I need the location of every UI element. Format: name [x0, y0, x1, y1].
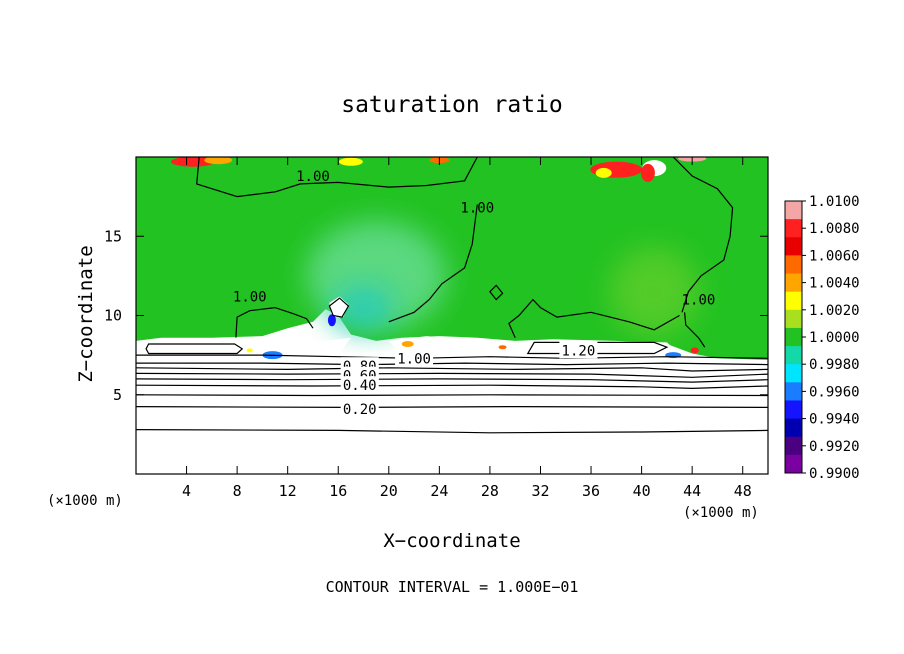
contour-line — [388, 204, 478, 323]
contour-line — [136, 394, 768, 397]
colorbar-label: 1.0000 — [809, 330, 860, 346]
contour-closed — [145, 343, 244, 355]
contour-label: 1.00 — [296, 169, 330, 185]
supersaturated-spot — [338, 157, 363, 166]
colorbar-swatch — [785, 454, 802, 474]
y-unit-label: (×1000 m) — [47, 493, 123, 509]
contour-closed — [489, 284, 504, 301]
contour-label-bg — [395, 349, 434, 367]
colorbar-swatch — [785, 309, 802, 329]
near-saturated-patch — [609, 246, 700, 337]
contour-label: 1.00 — [682, 293, 716, 309]
colorbar-label: 0.9940 — [809, 412, 860, 428]
x-tick-label: 8 — [233, 482, 242, 500]
x-tick-label: 36 — [582, 482, 600, 500]
supersaturated-spot — [170, 157, 215, 167]
contour-line — [672, 157, 734, 313]
x-tick-label: 24 — [430, 482, 448, 500]
x-tick-label: 16 — [329, 482, 347, 500]
contour-interval-footer: CONTOUR INTERVAL = 1.000E−01 — [326, 578, 579, 596]
base-feature — [690, 347, 699, 354]
base-feature — [246, 348, 253, 353]
supersaturated-spot — [204, 157, 233, 165]
colorbar-swatch — [785, 201, 802, 220]
field: 1.001.001.001.001.001.200.800.600.400.20 — [136, 157, 768, 474]
colorbar-swatch — [785, 346, 802, 365]
contour-line — [136, 429, 768, 434]
x-tick-label: 48 — [734, 482, 752, 500]
colorbar-label: 1.0100 — [809, 194, 860, 210]
contour-label: 1.00 — [233, 289, 267, 305]
colorbar-swatch — [785, 219, 802, 238]
colorbar-swatch — [785, 436, 802, 456]
x-tick-label: 40 — [633, 482, 651, 500]
colorbar-swatch — [785, 273, 802, 293]
colorbar: 1.0100 1.0080 1.0060 1.0040 1.0020 1.0000 0.99… — [784, 194, 860, 482]
colorbar-label: 1.0060 — [809, 248, 860, 264]
base-feature — [401, 341, 414, 348]
colorbar-swatch — [785, 364, 802, 383]
contour-closed — [328, 297, 350, 318]
contour-label-bg — [340, 400, 379, 418]
supersaturated-spot — [640, 163, 655, 182]
x-tick-label: 12 — [279, 482, 297, 500]
colorbar-swatch — [785, 291, 802, 311]
contour-line — [136, 354, 768, 359]
y-tick-label: 5 — [113, 386, 122, 404]
colorbar-swatch — [785, 400, 802, 420]
contour-line — [196, 157, 478, 198]
colorbar-label: 1.0080 — [809, 221, 860, 237]
contour-label: 1.00 — [397, 351, 431, 367]
saturated-region — [136, 157, 768, 360]
colorbar-label: 0.9960 — [809, 384, 860, 400]
x-tick-label: 28 — [481, 482, 499, 500]
contour-line — [508, 298, 680, 338]
colorbar-swatch — [785, 237, 802, 256]
contour-line — [235, 306, 314, 338]
subsaturated-core — [333, 285, 394, 330]
colorbar-label: 0.9900 — [809, 466, 860, 482]
base-feature — [327, 314, 336, 327]
colorbar-label: 0.9980 — [809, 357, 860, 373]
contour-label-bg — [340, 376, 379, 394]
plot-area: 1.001.001.001.001.001.200.800.600.400.20… — [104, 156, 769, 500]
contour-line — [136, 362, 768, 366]
contour-label: 1.00 — [460, 201, 494, 217]
colorbar-label: 1.0020 — [809, 303, 860, 319]
colorbar-swatch — [785, 418, 802, 438]
contour-line — [136, 405, 768, 409]
contour-line — [684, 312, 706, 348]
contour-closed — [526, 341, 669, 355]
x-tick-label: 44 — [683, 482, 701, 500]
y-tick-label: 15 — [104, 227, 122, 245]
colorbar-label: 1.0040 — [809, 276, 860, 292]
colorbar-label: 0.9920 — [809, 439, 860, 455]
colorbar-swatch — [785, 255, 802, 275]
y-axis-label: Z−coordinate — [75, 245, 97, 382]
colorbar-swatch — [785, 327, 802, 347]
chart-title: saturation ratio — [341, 92, 563, 118]
contour-line — [136, 384, 768, 390]
contour-line — [136, 372, 768, 378]
base-feature — [498, 345, 507, 350]
x-axis-label: X−coordinate — [383, 530, 520, 552]
contour-label: 1.20 — [562, 343, 596, 359]
x-unit-label: (×1000 m) — [683, 505, 759, 521]
cloud-base-lens — [262, 337, 351, 357]
x-tick-label: 20 — [380, 482, 398, 500]
contour-label: 0.20 — [343, 402, 377, 418]
x-tick-label: 32 — [531, 482, 549, 500]
contour-label-bg — [559, 341, 598, 359]
contour-line — [136, 367, 768, 372]
x-tick-label: 4 — [182, 482, 191, 500]
y-tick-label: 10 — [104, 307, 122, 325]
contour-label: 0.40 — [343, 378, 377, 394]
contour-line — [136, 378, 768, 383]
colorbar-swatch — [785, 382, 802, 401]
supersaturated-spot — [595, 167, 612, 178]
